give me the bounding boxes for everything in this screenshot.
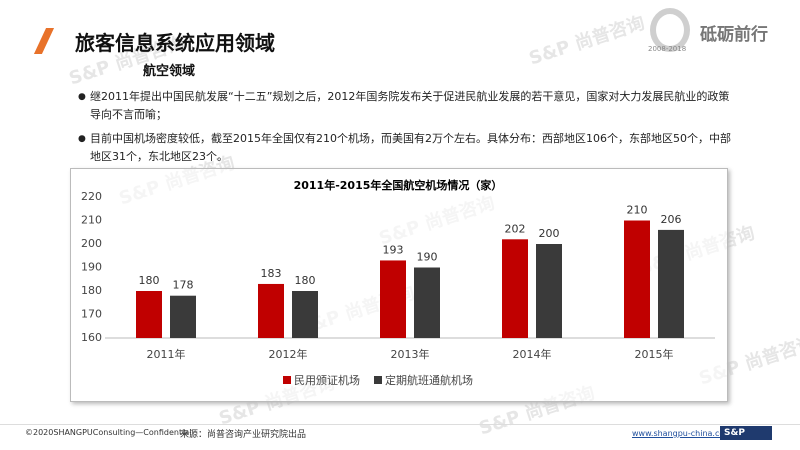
- legend-label: 民用颁证机场: [294, 373, 360, 387]
- x-tick-label: 2015年: [635, 347, 674, 361]
- data-label: 202: [505, 222, 526, 235]
- data-label: 180: [295, 274, 316, 287]
- x-tick-label: 2012年: [269, 347, 308, 361]
- bar: [258, 283, 284, 338]
- logo-mark: [650, 8, 690, 52]
- legend-label: 定期航班通航机场: [385, 373, 473, 387]
- x-tick-label: 2013年: [391, 347, 430, 361]
- data-label: 206: [661, 213, 682, 226]
- legend-swatch: [374, 376, 382, 384]
- data-label: 193: [383, 243, 404, 256]
- bar: [536, 244, 562, 338]
- bar: [380, 260, 406, 338]
- data-label: 178: [173, 279, 194, 292]
- bar: [136, 291, 162, 338]
- x-tick-label: 2011年: [147, 347, 186, 361]
- chart-title: 2011年-2015年全国航空机场情况（家）: [294, 178, 503, 192]
- bar: [414, 267, 440, 338]
- bar: [170, 295, 196, 338]
- y-tick-label: 210: [81, 214, 102, 227]
- x-tick-label: 2014年: [513, 347, 552, 361]
- brand: S&P: [720, 426, 772, 440]
- footer-rule: [0, 424, 800, 425]
- y-tick-label: 190: [81, 261, 102, 274]
- bar: [502, 239, 528, 338]
- subtitle: 航空领域: [143, 64, 196, 79]
- bullet: 继2011年提出中国民航发展“十二五”规划之后，2012年国务院发布关于促进民航…: [78, 88, 740, 124]
- data-label: 200: [539, 227, 560, 240]
- logo-years: 2008-2018: [648, 45, 687, 53]
- bullet: 目前中国机场密度较低，截至2015年全国仅有210个机场，而美国有2万个左右。具…: [78, 130, 740, 166]
- data-label: 180: [139, 274, 160, 287]
- data-label: 210: [627, 204, 648, 217]
- y-tick-label: 160: [81, 331, 102, 344]
- legend-swatch: [283, 376, 291, 384]
- bar: [292, 291, 318, 338]
- bar: [624, 220, 650, 338]
- y-tick-label: 200: [81, 237, 102, 250]
- source: 来源：尚普咨询产业研究院出品: [180, 430, 307, 440]
- data-label: 190: [417, 251, 438, 264]
- y-tick-label: 220: [81, 190, 102, 203]
- url[interactable]: www.shangpu-china.com: [632, 429, 733, 438]
- logo-text: 砥砺前行: [700, 25, 768, 45]
- copyright: ©2020SHANGPUConsulting—Confidential: [25, 428, 192, 437]
- page-title: 旅客信息系统应用领域: [75, 31, 275, 55]
- bar: [658, 229, 684, 338]
- data-label: 183: [261, 267, 282, 280]
- y-tick-label: 180: [81, 284, 102, 297]
- y-tick-label: 170: [81, 308, 102, 321]
